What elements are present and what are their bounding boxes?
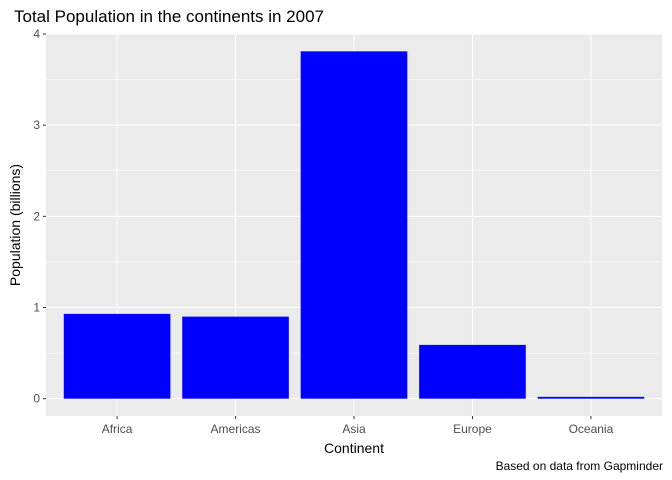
bar-asia: [300, 51, 408, 399]
chart-caption: Based on data from Gapminder: [496, 459, 663, 473]
bar-americas: [182, 316, 289, 399]
bar-africa: [63, 313, 171, 399]
y-axis-title: Population (billions): [7, 164, 23, 286]
y-axis-ticks: 0 1 2 3 4: [33, 27, 46, 406]
y-tick-label: 3: [33, 118, 40, 132]
x-tick-label: Europe: [453, 422, 492, 436]
x-axis-title: Continent: [324, 440, 384, 456]
x-tick-label: Americas: [211, 422, 261, 436]
x-tick-label: Oceania: [569, 422, 614, 436]
x-tick-label: Asia: [342, 422, 366, 436]
bar-oceania: [537, 396, 645, 399]
y-tick-label: 4: [33, 27, 40, 41]
x-tick-label: Africa: [102, 422, 133, 436]
y-tick-label: 0: [33, 392, 40, 406]
x-axis-ticks: Africa Americas Asia Europe Oceania: [102, 416, 614, 436]
chart-title: Total Population in the continents in 20…: [14, 7, 324, 26]
bar-europe: [419, 344, 526, 399]
bars: [63, 51, 645, 399]
y-tick-label: 1: [33, 301, 40, 315]
y-tick-label: 2: [33, 209, 40, 223]
